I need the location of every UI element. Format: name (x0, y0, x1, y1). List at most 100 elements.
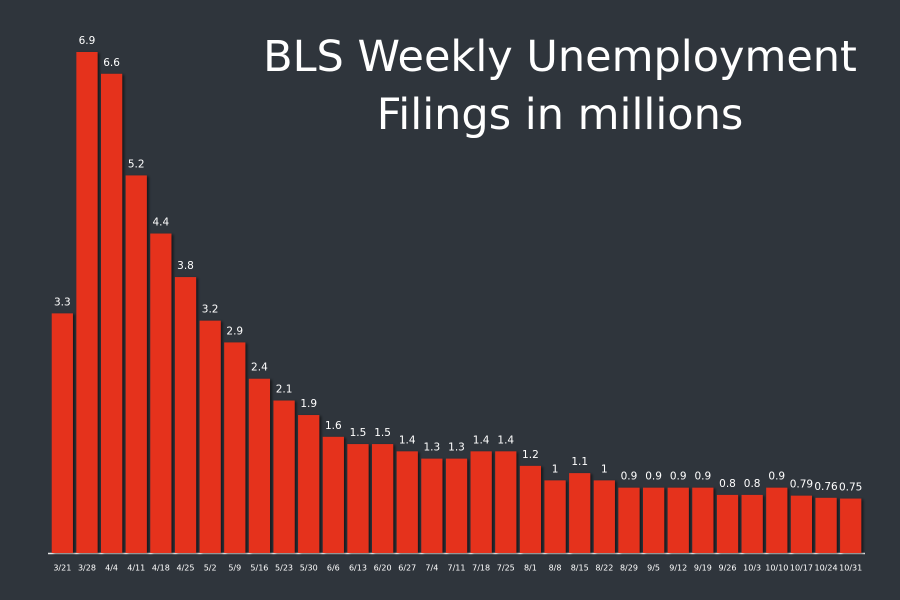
bar (569, 473, 591, 553)
x-tick-label: 5/30 (300, 564, 318, 573)
value-label: 3.8 (177, 260, 194, 272)
value-label: 1 (552, 463, 559, 475)
x-tick-label: 4/18 (152, 564, 170, 573)
x-tick-label: 9/19 (694, 564, 712, 573)
bar (692, 487, 714, 553)
value-label: 1.4 (473, 434, 490, 446)
x-tick-label: 8/8 (549, 564, 562, 573)
value-label: 1.5 (374, 427, 391, 439)
x-tick-label: 4/4 (105, 564, 118, 573)
bar (470, 451, 492, 553)
bar (224, 342, 246, 553)
bar (593, 480, 615, 553)
value-label: 4.4 (153, 217, 170, 229)
bar (347, 444, 369, 553)
x-tick-label: 10/24 (815, 564, 838, 573)
bar (544, 480, 566, 553)
value-label: 0.79 (790, 479, 813, 491)
x-tick-label: 7/4 (425, 564, 438, 573)
x-tick-label: 10/10 (765, 564, 788, 573)
bar (174, 277, 197, 553)
value-label: 0.8 (719, 478, 736, 490)
x-tick-label: 6/13 (349, 564, 367, 573)
bar (100, 73, 123, 554)
x-tick-label: 9/5 (647, 564, 660, 573)
x-tick-label: 9/26 (719, 564, 737, 573)
x-tick-label: 6/20 (374, 564, 392, 573)
value-label: 0.75 (839, 482, 862, 494)
bar (815, 497, 837, 553)
bar (642, 487, 665, 553)
value-label: 1.1 (571, 456, 588, 468)
bar (125, 175, 147, 553)
value-label: 2.1 (276, 384, 293, 396)
x-tick-label: 10/17 (790, 564, 813, 573)
chart-title: BLS Weekly Unemployment Filings in milli… (263, 32, 857, 140)
bar (76, 52, 98, 553)
x-tick-label: 8/29 (620, 564, 638, 573)
x-tick-label: 4/25 (177, 564, 195, 573)
value-label: 6.6 (103, 57, 120, 69)
x-tick-label: 6/27 (398, 564, 416, 573)
value-label: 1.4 (497, 434, 514, 446)
bar (51, 313, 73, 553)
x-tick-label: 10/3 (743, 564, 761, 573)
bar (298, 415, 320, 553)
bar (618, 487, 640, 553)
value-label: 2.4 (251, 362, 268, 374)
bar (840, 498, 862, 553)
value-label: 0.9 (695, 471, 712, 483)
value-label: 3.2 (202, 304, 219, 316)
x-tick-label: 5/9 (228, 564, 241, 573)
bar (248, 378, 271, 553)
value-label: 1.2 (522, 449, 539, 461)
x-tick-label: 5/2 (204, 564, 217, 573)
value-label: 1.5 (350, 427, 367, 439)
bar (150, 233, 172, 554)
value-label: 1 (601, 463, 608, 475)
bar (421, 458, 443, 553)
x-tick-label: 8/15 (571, 564, 589, 573)
bar (519, 465, 542, 553)
x-tick-label: 4/11 (127, 564, 145, 573)
x-tick-label: 7/11 (448, 564, 466, 573)
bar (667, 487, 689, 553)
bar (396, 451, 418, 553)
x-tick-label: 5/16 (250, 564, 268, 573)
bar (371, 444, 394, 553)
value-label: 1.6 (325, 420, 342, 432)
bar (495, 451, 517, 553)
x-tick-label: 8/1 (524, 564, 537, 573)
x-tick-label: 7/18 (472, 564, 490, 573)
x-tick-label: 3/28 (78, 564, 96, 573)
x-tick-label: 8/22 (595, 564, 613, 573)
value-label: 1.9 (300, 398, 317, 410)
value-label: 1.3 (448, 442, 465, 454)
value-label: 0.8 (744, 478, 761, 490)
bar (273, 400, 295, 553)
bar (322, 436, 344, 553)
x-tick-label: 9/12 (669, 564, 687, 573)
x-tick-label: 3/21 (53, 564, 71, 573)
bar (766, 487, 788, 553)
value-label: 0.9 (645, 471, 662, 483)
value-label: 0.9 (621, 471, 638, 483)
bar (716, 494, 739, 553)
bar (790, 495, 813, 553)
value-label: 0.9 (670, 471, 687, 483)
value-label: 2.9 (226, 325, 243, 337)
value-label: 3.3 (54, 296, 71, 308)
value-label: 5.2 (128, 158, 145, 170)
value-label: 6.9 (79, 35, 96, 47)
bar (199, 320, 221, 553)
x-tick-label: 6/6 (327, 564, 340, 573)
bar (741, 494, 763, 553)
value-label: 0.76 (814, 481, 838, 493)
x-tick-label: 7/25 (497, 564, 515, 573)
value-label: 1.4 (399, 434, 416, 446)
x-tick-label: 5/23 (275, 564, 293, 573)
value-label: 1.3 (424, 442, 441, 454)
x-tick-label: 10/31 (839, 564, 862, 573)
